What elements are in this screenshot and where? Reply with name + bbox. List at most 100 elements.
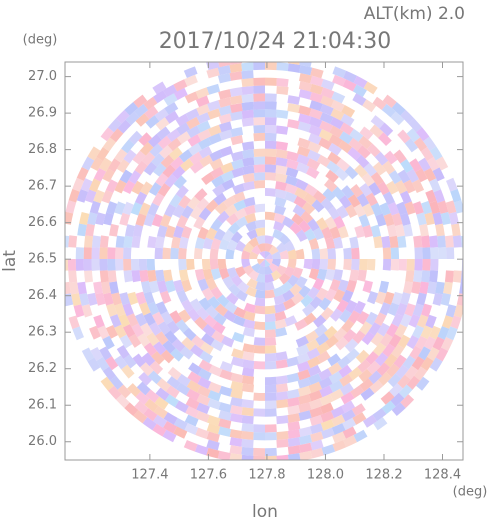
echo-cell — [101, 189, 114, 204]
echo-cell — [341, 319, 355, 333]
echo-cell — [186, 116, 201, 130]
echo-cell — [287, 388, 300, 399]
echo-cell — [386, 180, 399, 195]
echo-cell — [79, 211, 90, 226]
echo-cell — [65, 200, 77, 214]
echo-cell — [202, 268, 214, 281]
echo-cell — [345, 300, 358, 314]
echo-cell — [338, 195, 352, 209]
echo-cell — [163, 93, 178, 106]
echo-cell — [151, 153, 165, 167]
echo-cell — [331, 414, 346, 427]
echo-cell — [265, 188, 277, 197]
echo-cell — [341, 289, 354, 303]
echo-cell — [135, 113, 150, 127]
echo-cell — [173, 426, 188, 439]
echo-cell — [276, 78, 289, 88]
echo-cell — [131, 235, 141, 249]
echo-cell — [415, 376, 430, 391]
echo-cell — [400, 394, 415, 409]
echo-cell — [319, 259, 329, 270]
echo-cell — [321, 79, 335, 91]
echo-cell — [241, 383, 255, 393]
echo-cell — [196, 112, 211, 125]
echo-cell — [271, 62, 277, 63]
echo-cell — [241, 141, 255, 151]
x-tick-label: 128.2 — [365, 468, 402, 483]
echo-cell — [287, 437, 301, 447]
echo-cell — [333, 269, 344, 282]
echo-cell — [289, 283, 302, 296]
echo-cell — [275, 173, 288, 183]
echo-cell — [306, 158, 321, 171]
echo-cell — [75, 247, 85, 259]
echo-cell — [265, 432, 277, 441]
echo-cell — [81, 304, 93, 318]
echo-cell — [206, 83, 221, 95]
echo-cell — [335, 337, 349, 351]
echo-cell — [196, 402, 210, 415]
echo-cell — [109, 128, 124, 143]
echo-cell — [90, 157, 104, 172]
echo-cell — [130, 201, 143, 216]
echo-cell — [303, 259, 313, 270]
echo-cell — [320, 197, 334, 212]
echo-cell — [219, 145, 233, 158]
echo-cell — [283, 298, 296, 310]
echo-cell — [265, 172, 277, 181]
echo-cell — [312, 277, 325, 291]
echo-cell — [255, 227, 265, 237]
echo-cell — [257, 265, 265, 275]
echo-cell — [176, 131, 191, 145]
echo-cell — [148, 182, 162, 196]
echo-cell — [229, 87, 243, 97]
echo-cell — [316, 268, 328, 281]
echo-cell — [292, 204, 306, 217]
echo-cell — [357, 359, 371, 373]
echo-cell — [218, 402, 232, 413]
echo-cell — [378, 280, 390, 294]
echo-cell — [328, 371, 343, 384]
echo-cell — [170, 348, 184, 362]
echo-cell — [173, 225, 184, 239]
echo-cell — [170, 247, 179, 259]
echo-cell — [275, 359, 288, 369]
echo-cell — [443, 281, 453, 295]
echo-cell — [276, 62, 289, 72]
echo-cell — [76, 189, 89, 203]
echo-cell — [208, 133, 222, 145]
y-tick-label: 26.5 — [28, 252, 57, 267]
echo-cell — [404, 138, 419, 153]
echo-cell — [119, 334, 133, 349]
echo-cell — [365, 351, 379, 365]
echo-cell — [421, 200, 433, 215]
echo-cell — [422, 259, 431, 271]
echo-cell — [329, 226, 341, 240]
echo-cell — [228, 222, 241, 235]
echo-cell — [429, 235, 439, 248]
echo-cell — [265, 273, 275, 283]
echo-cell — [351, 403, 366, 417]
echo-cell — [359, 378, 374, 392]
echo-cell — [195, 87, 210, 99]
echo-cell — [413, 366, 428, 381]
echo-cell — [352, 84, 367, 98]
echo-cell — [194, 237, 206, 250]
echo-cell — [135, 391, 150, 405]
echo-cell — [134, 160, 148, 175]
echo-cell — [143, 312, 156, 327]
echo-cell — [296, 352, 310, 364]
echo-cell — [153, 405, 168, 419]
echo-cell — [359, 259, 368, 271]
echo-cell — [199, 350, 213, 364]
echo-cell — [85, 189, 97, 203]
echo-cell — [147, 370, 162, 385]
echo-cell — [253, 93, 265, 102]
echo-cell — [211, 175, 225, 188]
echo-cell — [382, 160, 396, 175]
echo-cell — [297, 360, 311, 373]
echo-cell — [275, 125, 289, 135]
echo-cell — [335, 167, 349, 181]
echo-cell — [265, 329, 277, 338]
echo-cell — [207, 398, 221, 410]
